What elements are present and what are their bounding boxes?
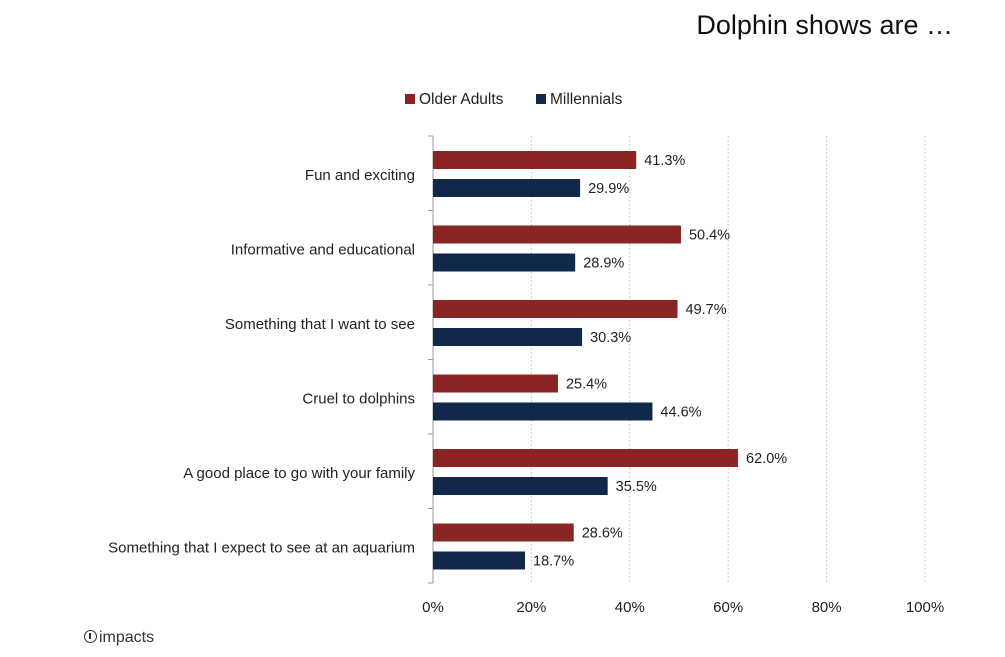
axes [428, 135, 434, 584]
data-label: 28.9% [583, 256, 624, 272]
data-label: 30.3% [590, 330, 631, 346]
bars [433, 151, 739, 570]
legend: Older Adults Millennials [405, 91, 623, 108]
bar-millennials [433, 551, 526, 570]
data-label: 50.4% [689, 228, 730, 244]
impacts-logo-icon [84, 630, 97, 643]
data-label: 35.5% [616, 479, 657, 495]
logo-text: impacts [99, 629, 155, 646]
bar-millennials [433, 253, 576, 272]
data-label: 49.7% [686, 302, 727, 318]
bar-millennials [433, 328, 583, 346]
data-label: 28.6% [582, 526, 623, 542]
bar-older-adults [433, 300, 678, 318]
category-label: Fun and exciting [305, 167, 415, 184]
x-tick-label: 20% [516, 599, 546, 616]
legend-swatch [405, 94, 415, 104]
data-label: 62.0% [746, 451, 787, 467]
category-label: Something that I expect to see at an aqu… [108, 540, 415, 557]
bar-older-adults [433, 374, 558, 393]
category-label: Something that I want to see [225, 316, 415, 333]
x-tick-label: 80% [812, 599, 842, 616]
data-label: 25.4% [566, 377, 607, 393]
x-tick-label: 0% [422, 599, 444, 616]
legend-swatch [536, 94, 546, 104]
category-label: Informative and educational [231, 242, 415, 259]
data-label: 18.7% [533, 554, 574, 570]
x-tick-label: 60% [713, 599, 743, 616]
bar-millennials [433, 477, 608, 495]
gridlines [530, 136, 926, 583]
labels: 0% 20% 40% 60% 80% 100% 41.3% 29.9% Fun and exci… [108, 153, 944, 616]
bar-millennials [433, 179, 581, 197]
data-label: 41.3% [644, 153, 685, 169]
category-label: A good place to go with your family [183, 465, 415, 482]
category-label: Cruel to dolphins [302, 391, 415, 408]
bar-older-adults [433, 523, 574, 542]
bar-older-adults [433, 225, 681, 244]
legend-label: Older Adults [419, 91, 504, 108]
page-title: Dolphin shows are … [696, 10, 953, 40]
bar-older-adults [433, 151, 637, 169]
data-label: 29.9% [588, 181, 629, 197]
x-tick-label: 40% [615, 599, 645, 616]
data-label: 44.6% [660, 405, 701, 421]
bar-older-adults [433, 449, 739, 467]
impacts-logo: impacts [84, 629, 154, 647]
bar-millennials [433, 402, 653, 421]
x-tick-label: 100% [906, 599, 944, 616]
legend-label: Millennials [550, 91, 623, 108]
